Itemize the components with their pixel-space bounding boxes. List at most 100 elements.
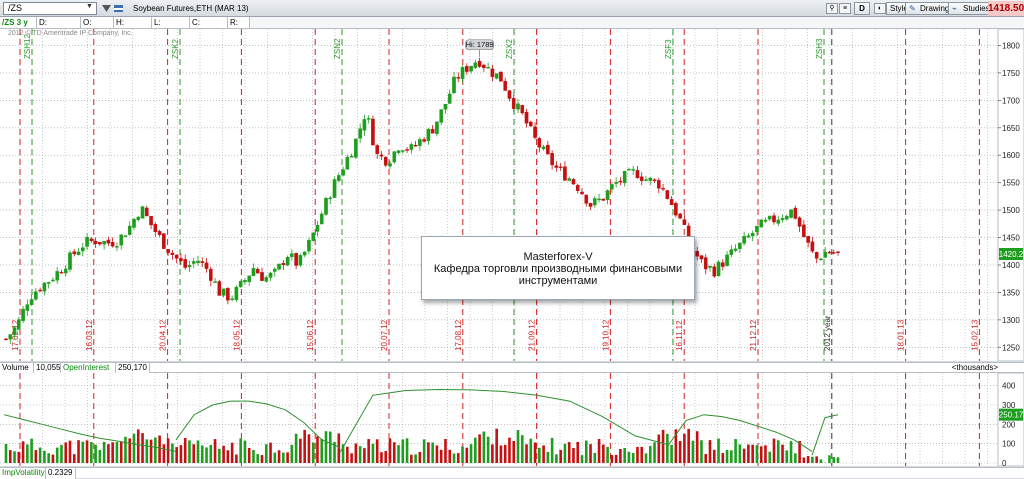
candle-body bbox=[205, 263, 208, 269]
candle-body bbox=[384, 157, 387, 165]
candle-body bbox=[580, 192, 583, 194]
volume-tick-label: 0 bbox=[1002, 459, 1007, 466]
volume-bar bbox=[167, 438, 170, 463]
candle-body bbox=[124, 236, 127, 237]
candle-body bbox=[632, 169, 635, 170]
volume-bar bbox=[436, 445, 439, 463]
timeframe-button[interactable]: D bbox=[854, 2, 870, 15]
volume-tick-label: 200 bbox=[1002, 420, 1016, 429]
price-tick-label: 1600 bbox=[1002, 151, 1020, 160]
volume-bar bbox=[820, 459, 823, 463]
candle-body bbox=[516, 104, 519, 110]
volume-bar bbox=[103, 442, 106, 463]
volume-bar bbox=[636, 447, 639, 463]
style-icon[interactable]: ◐ bbox=[874, 3, 886, 14]
candle-body bbox=[120, 235, 123, 245]
impvolatility-label[interactable]: ImpVolatility bbox=[0, 468, 46, 479]
candle-body bbox=[734, 249, 737, 251]
price-tick-label: 1400 bbox=[1002, 261, 1020, 270]
date-label: 16.11.12 bbox=[675, 320, 684, 351]
volume-bar bbox=[278, 450, 281, 463]
candle-body bbox=[371, 119, 374, 145]
studies-button[interactable]: ⌁Studies bbox=[948, 2, 994, 15]
candle-body bbox=[235, 287, 238, 300]
candle-body bbox=[401, 151, 404, 152]
price-tick-label: 1550 bbox=[1002, 179, 1020, 188]
volume-tick-label: 100 bbox=[1002, 440, 1016, 449]
date-label: 16.03.12 bbox=[85, 319, 94, 351]
candle-body bbox=[333, 180, 336, 198]
volume-bar bbox=[713, 450, 716, 463]
volume-bar bbox=[235, 455, 238, 463]
volume-bar bbox=[551, 438, 554, 463]
candle-body bbox=[184, 259, 187, 267]
price-tick-label: 1750 bbox=[1002, 69, 1020, 78]
volume-bar bbox=[261, 455, 264, 463]
volume-bar bbox=[350, 453, 353, 463]
candle-body bbox=[828, 252, 831, 253]
volume-bar bbox=[205, 447, 208, 463]
candle-body bbox=[683, 220, 686, 225]
volume-bar bbox=[444, 439, 447, 463]
note-subtitle: Кафедра торговли производными финансовым… bbox=[422, 263, 694, 275]
volume-bar bbox=[227, 450, 230, 463]
volume-bar bbox=[77, 440, 80, 463]
symbol-dropdown-icon[interactable]: ▼ bbox=[86, 3, 93, 10]
volume-bar bbox=[30, 439, 33, 463]
volume-bar bbox=[291, 445, 294, 463]
volume-bar bbox=[175, 447, 178, 463]
volume-bar bbox=[13, 451, 16, 463]
volume-bar bbox=[585, 441, 588, 463]
candle-body bbox=[615, 182, 618, 183]
volume-bar bbox=[222, 446, 225, 463]
aggregation-label[interactable]: /ZS 3 y D bbox=[0, 17, 37, 28]
candle-body bbox=[171, 253, 174, 255]
volume-bar bbox=[133, 434, 136, 463]
volume-bar bbox=[470, 444, 473, 463]
volume-bar bbox=[704, 454, 707, 463]
volume-bar bbox=[56, 448, 59, 463]
symbol-lookup-icon[interactable] bbox=[101, 4, 125, 13]
volume-bar bbox=[487, 437, 490, 463]
volume-bar bbox=[299, 439, 302, 463]
candle-body bbox=[367, 118, 370, 119]
volume-bar bbox=[265, 444, 268, 463]
volume-bar bbox=[440, 450, 443, 463]
volume-bar bbox=[171, 443, 174, 463]
candle-body bbox=[295, 253, 298, 265]
candle-body bbox=[606, 190, 609, 199]
candle-body bbox=[158, 231, 161, 234]
price-tick-label: 1450 bbox=[1002, 234, 1020, 243]
price-axis-area bbox=[998, 29, 1024, 361]
candle-body bbox=[43, 283, 46, 291]
volume-bar bbox=[124, 437, 127, 463]
volume-bar bbox=[107, 444, 110, 463]
candle-body bbox=[636, 170, 639, 178]
candle-body bbox=[226, 288, 229, 300]
candle-body bbox=[196, 261, 199, 263]
volume-bar bbox=[180, 445, 183, 463]
candle-body bbox=[277, 264, 280, 269]
volume-bar bbox=[43, 451, 46, 463]
volume-bar bbox=[461, 447, 464, 463]
volume-bar bbox=[576, 442, 579, 463]
candle-body bbox=[132, 219, 135, 227]
volume-bar bbox=[397, 445, 400, 463]
symbol-input[interactable]: /ZS bbox=[3, 2, 97, 15]
settings-icon[interactable]: ≡ bbox=[839, 3, 851, 14]
volume-bar bbox=[248, 448, 251, 463]
price-tick-label: 1500 bbox=[1002, 206, 1020, 215]
candle-body bbox=[329, 198, 332, 199]
candle-body bbox=[423, 139, 426, 141]
candle-body bbox=[730, 250, 733, 255]
studies-icon: ⌁ bbox=[952, 3, 957, 14]
price-tick-label: 1800 bbox=[1002, 41, 1020, 50]
contract-label: ZSF3 bbox=[664, 39, 673, 59]
volume-bar bbox=[564, 444, 567, 463]
price-chart[interactable]: 1250130013501400145015001550160016501700… bbox=[0, 29, 1024, 361]
candle-body bbox=[747, 236, 750, 237]
link-icon[interactable]: ⚲ bbox=[826, 3, 838, 14]
candle-body bbox=[572, 179, 575, 184]
volume-bar bbox=[828, 455, 831, 463]
